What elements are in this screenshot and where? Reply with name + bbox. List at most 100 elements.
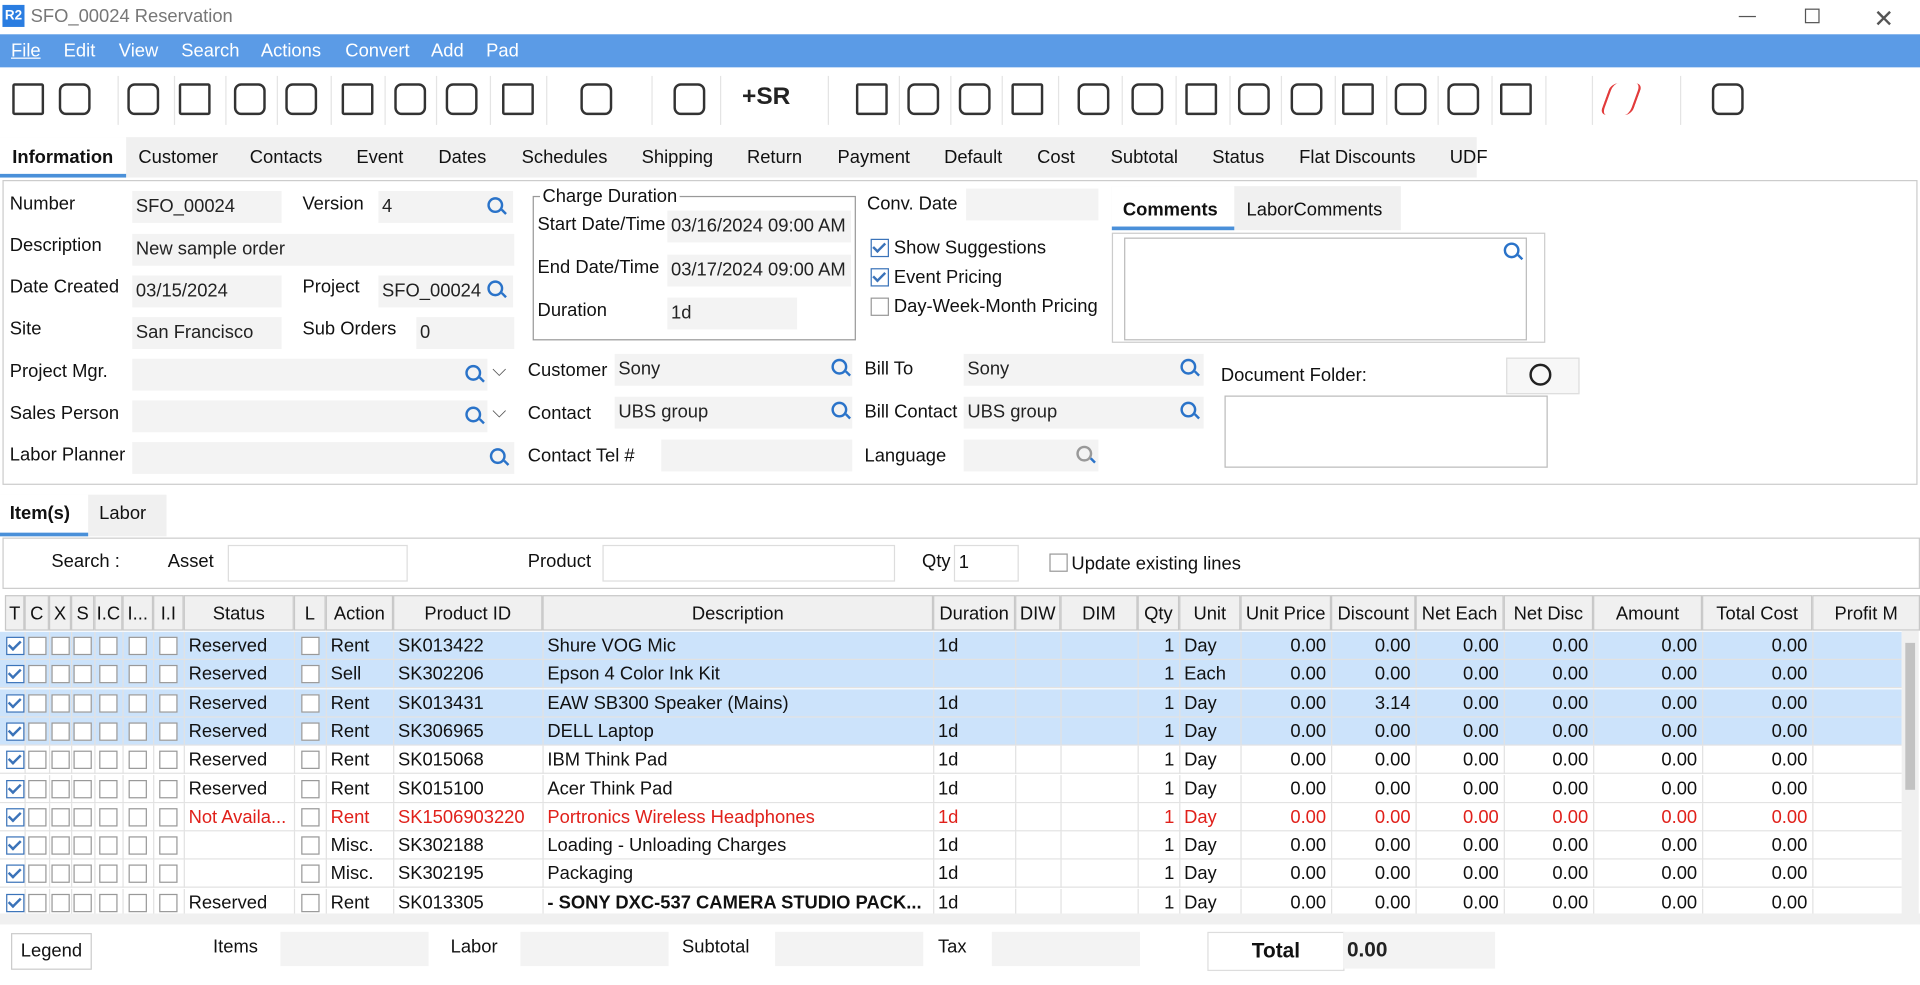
column-header[interactable]: I.I — [153, 595, 184, 631]
row-checkbox[interactable] — [159, 636, 178, 656]
tab[interactable]: Status — [1212, 146, 1265, 168]
search-icon[interactable] — [831, 401, 848, 418]
dropdown-arrow[interactable]: ⌵ — [492, 401, 507, 423]
field-site[interactable]: San Francisco — [132, 317, 282, 349]
row-checkbox[interactable] — [27, 779, 46, 798]
row-checkbox[interactable] — [73, 779, 92, 798]
toolbar-button[interactable] — [1077, 83, 1110, 116]
column-header[interactable]: Amount — [1593, 595, 1703, 631]
item-tab[interactable]: Item(s) — [9, 503, 71, 525]
search-icon[interactable] — [1503, 242, 1520, 259]
row-checkbox[interactable] — [73, 636, 92, 656]
row-checkbox[interactable] — [27, 836, 46, 855]
row-checkbox[interactable] — [159, 864, 178, 884]
menu-item[interactable]: Add — [431, 40, 464, 62]
row-checkbox[interactable] — [159, 665, 178, 684]
column-header[interactable]: Discount — [1331, 595, 1416, 631]
column-header[interactable]: Duration — [933, 595, 1016, 631]
toolbar-button[interactable] — [502, 83, 534, 116]
tab[interactable]: Flat Discounts — [1299, 146, 1416, 168]
toolbar-button[interactable] — [285, 83, 318, 116]
column-header[interactable]: L — [293, 595, 326, 631]
toolbar-button[interactable] — [1290, 83, 1323, 116]
row-checkbox[interactable] — [5, 807, 24, 827]
column-header[interactable]: X — [48, 595, 72, 631]
row-checkbox[interactable] — [73, 807, 92, 827]
row-checkbox[interactable] — [128, 665, 147, 684]
row-checkbox[interactable] — [73, 836, 92, 855]
item-tab[interactable]: Labor — [99, 503, 147, 525]
row-checkbox[interactable] — [128, 636, 147, 656]
search-icon[interactable] — [487, 197, 504, 214]
column-header[interactable]: Unit — [1179, 595, 1241, 631]
menu-item[interactable]: Convert — [345, 40, 410, 62]
column-header[interactable]: Net Disc — [1503, 595, 1594, 631]
column-header[interactable]: C — [24, 595, 49, 631]
row-checkbox[interactable] — [27, 893, 46, 912]
row-checkbox[interactable] — [159, 893, 178, 912]
tab[interactable]: Payment — [837, 146, 911, 168]
field-contact[interactable]: UBS group — [614, 396, 853, 429]
search-icon[interactable] — [1180, 401, 1197, 418]
row-checkbox[interactable] — [50, 836, 70, 855]
row-checkbox[interactable] — [300, 722, 319, 741]
search-icon[interactable] — [1076, 445, 1093, 462]
toolbar-button[interactable] — [1185, 83, 1218, 116]
field-contact-tel[interactable] — [661, 439, 853, 472]
restore-button[interactable] — [1804, 8, 1820, 24]
checkbox[interactable] — [870, 238, 889, 258]
row-checkbox[interactable] — [300, 750, 319, 770]
field-qty[interactable]: 1 — [953, 544, 1019, 582]
tab[interactable]: Schedules — [521, 146, 608, 168]
menu-item[interactable]: View — [118, 40, 159, 62]
row-checkbox[interactable] — [50, 807, 70, 827]
tab[interactable]: Return — [746, 146, 803, 168]
row-checkbox[interactable] — [73, 750, 92, 770]
row-checkbox[interactable] — [50, 693, 70, 713]
row-checkbox[interactable] — [300, 836, 319, 855]
row-checkbox[interactable] — [99, 836, 118, 855]
row-checkbox[interactable] — [73, 722, 92, 741]
row-checkbox[interactable] — [300, 893, 319, 912]
row-checkbox[interactable] — [73, 693, 92, 713]
comment-tab[interactable]: LaborComments — [1246, 199, 1383, 221]
toolbar-button[interactable] — [341, 83, 374, 116]
row-checkbox[interactable] — [5, 750, 24, 770]
row-checkbox[interactable] — [159, 750, 178, 770]
search-icon[interactable] — [1180, 358, 1197, 375]
field-labor-planner[interactable] — [132, 442, 515, 474]
column-header[interactable]: T — [4, 595, 25, 631]
row-checkbox[interactable] — [27, 864, 46, 884]
row-checkbox[interactable] — [300, 665, 319, 684]
column-header[interactable]: Unit Price — [1240, 595, 1332, 631]
tab[interactable]: UDF — [1449, 146, 1488, 168]
row-checkbox[interactable] — [99, 750, 118, 770]
search-icon[interactable] — [489, 448, 506, 465]
row-checkbox[interactable] — [159, 807, 178, 827]
toolbar-button[interactable] — [445, 83, 478, 116]
toolbar-button[interactable] — [12, 83, 45, 116]
row-checkbox[interactable] — [5, 693, 24, 713]
menu-item[interactable]: File — [11, 40, 41, 62]
row-checkbox[interactable] — [128, 722, 147, 741]
toolbar-button[interactable] — [1237, 83, 1270, 116]
row-checkbox[interactable] — [50, 779, 70, 798]
toolbar-button[interactable] — [394, 83, 427, 116]
checkbox[interactable] — [1049, 553, 1068, 572]
field-conv-date[interactable] — [966, 188, 1099, 221]
column-header[interactable]: Product ID — [393, 595, 543, 631]
field-project-mgr[interactable] — [132, 358, 488, 391]
tab[interactable]: Subtotal — [1110, 146, 1179, 168]
toolbar-button[interactable] — [1500, 83, 1532, 116]
row-checkbox[interactable] — [50, 864, 70, 884]
row-checkbox[interactable] — [27, 693, 46, 713]
close-button[interactable]: ✕ — [1873, 6, 1894, 34]
field-number[interactable]: SFO_00024 — [132, 191, 282, 223]
toolbar-button[interactable] — [907, 83, 940, 116]
toolbar-button[interactable] — [58, 83, 91, 116]
row-checkbox[interactable] — [128, 779, 147, 798]
row-checkbox[interactable] — [159, 693, 178, 713]
column-header[interactable]: Status — [183, 595, 294, 631]
column-header[interactable]: Description — [542, 595, 934, 631]
row-checkbox[interactable] — [99, 807, 118, 827]
